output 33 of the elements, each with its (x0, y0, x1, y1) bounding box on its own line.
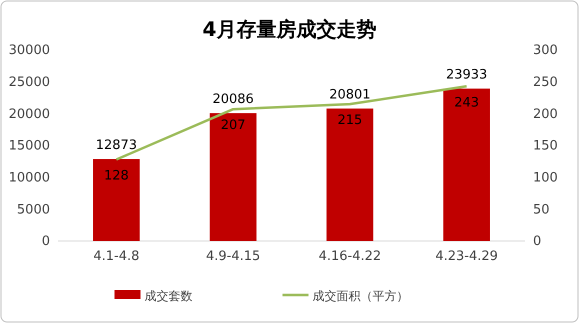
data-label: 23933 (446, 68, 488, 83)
data-label: 12873 (96, 138, 138, 154)
y2-tick-label: 150 (533, 138, 558, 154)
bar (210, 113, 256, 241)
legend-label: 成交面积（平方） (312, 289, 408, 303)
x-tick-label: 4.23-4.29 (435, 249, 498, 264)
data-label: 243 (454, 95, 480, 110)
y2-tick-label: 250 (533, 74, 558, 90)
x-tick-label: 4.16-4.22 (318, 249, 382, 264)
legend-label: 成交套数 (144, 289, 192, 303)
y-tick-label: 30000 (8, 43, 50, 58)
y-tick-label: 20000 (8, 106, 50, 122)
x-tick-label: 4.9-4.15 (206, 249, 260, 264)
y2-tick-label: 100 (533, 170, 558, 186)
x-tick-label: 4.1-4.8 (93, 249, 140, 264)
y-tick-label: 25000 (8, 74, 50, 90)
bar (93, 159, 140, 241)
y-tick-label: 10000 (8, 170, 50, 186)
y-tick-label: 5000 (16, 202, 50, 218)
bar (326, 108, 374, 241)
data-label: 20086 (212, 92, 254, 108)
y2-tick-label: 300 (533, 43, 558, 58)
chart-title: 4月存量房成交走势 (202, 17, 376, 41)
y2-tick-label: 50 (533, 202, 550, 218)
data-label: 128 (104, 168, 129, 184)
data-label: 20801 (329, 88, 371, 103)
y-tick-label: 0 (42, 234, 50, 250)
bar (443, 88, 490, 241)
y2-tick-label: 200 (533, 106, 558, 122)
y2-tick-label: 0 (533, 234, 542, 250)
y-tick-label: 15000 (8, 138, 50, 154)
data-label: 207 (220, 118, 246, 134)
data-label: 215 (337, 113, 362, 128)
